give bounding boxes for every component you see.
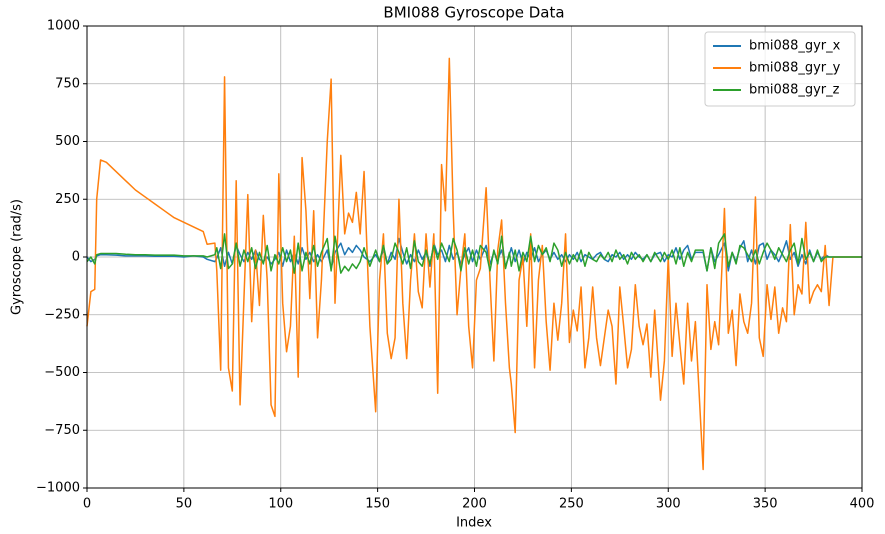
legend-label: bmi088_gyr_x: [749, 39, 841, 54]
y-tick-label: 0: [72, 250, 80, 265]
y-axis-label: Gyroscope (rad/s): [10, 199, 25, 315]
x-tick-label: 0: [83, 497, 91, 512]
legend-label: bmi088_gyr_z: [749, 83, 840, 98]
y-tick-label: −250: [44, 307, 80, 322]
x-axis-label: Index: [456, 516, 492, 531]
y-tick-label: −1000: [36, 481, 80, 496]
data-line: [86, 233, 862, 274]
chart-title: BMI088 Gyroscope Data: [383, 4, 564, 22]
x-tick-label: 250: [559, 497, 584, 512]
y-tick-label: 1000: [47, 19, 80, 34]
y-tick-label: 500: [55, 134, 80, 149]
x-tick-label: 200: [462, 497, 487, 512]
y-tick-label: 750: [55, 76, 80, 91]
legend: bmi088_gyr_x bmi088_gyr_y bmi088_gyr_z: [704, 31, 856, 107]
x-tick-label: 100: [268, 497, 293, 512]
y-tick-label: −750: [44, 423, 80, 438]
x-tick-label: 300: [656, 497, 681, 512]
y-tick-label: −500: [44, 365, 80, 380]
x-tick-label: 400: [850, 497, 875, 512]
x-tick-label: 50: [176, 497, 193, 512]
legend-box: [704, 31, 856, 107]
plot-frame: [86, 25, 863, 489]
y-tick-label: 250: [55, 192, 80, 207]
data-line: [86, 57, 862, 471]
x-tick-label: 150: [365, 497, 390, 512]
x-tick-label: 350: [753, 497, 778, 512]
legend-label: bmi088_gyr_y: [749, 61, 841, 76]
